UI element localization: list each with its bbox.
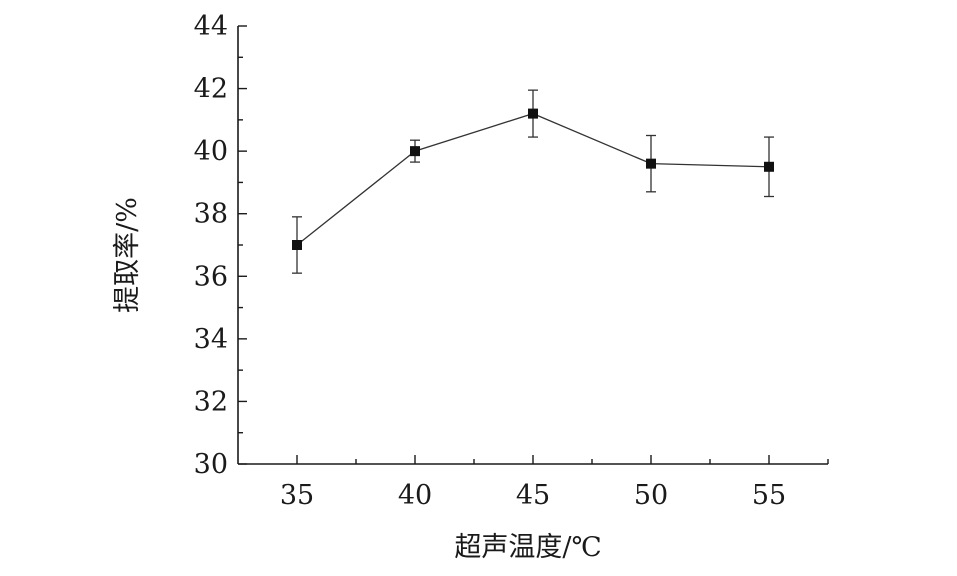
x-tick-label: 55 (752, 480, 786, 511)
y-axis-ticks: 30 32 34 36 38 40 42 44 (194, 11, 247, 480)
data-point (528, 108, 538, 119)
data-point (410, 146, 420, 157)
x-tick-label: 35 (280, 480, 314, 511)
series-layer (292, 89, 774, 274)
y-tick-label: 44 (194, 11, 228, 42)
data-point (292, 240, 302, 250)
y-tick-label: 30 (194, 449, 228, 480)
data-point (646, 158, 656, 169)
y-tick-label: 36 (194, 261, 228, 292)
y-tick-label: 40 (194, 136, 228, 167)
y-tick-label: 34 (194, 324, 228, 355)
y-axis-title: 提取率/% (112, 197, 143, 313)
y-tick-label: 38 (194, 199, 228, 230)
data-point (764, 161, 774, 172)
y-tick-label: 32 (194, 386, 228, 417)
y-tick-label: 42 (194, 74, 228, 105)
x-tick-label: 45 (516, 480, 550, 511)
x-tick-label: 50 (634, 480, 668, 511)
x-axis-ticks: 35 40 45 50 55 (280, 455, 829, 511)
x-axis-title: 超声温度/℃ (454, 532, 601, 563)
x-tick-label: 40 (398, 480, 432, 511)
